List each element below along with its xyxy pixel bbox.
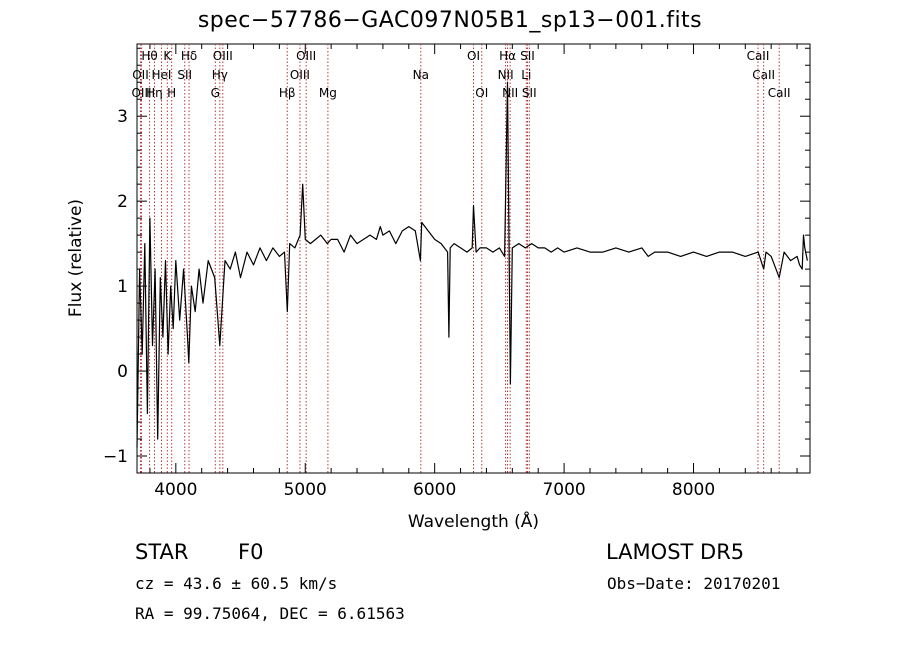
x-tick-label: 4000 [154, 480, 197, 500]
line-label: OIII [131, 86, 151, 100]
line-label: OII [132, 68, 149, 82]
y-tick-label: 1 [117, 277, 128, 297]
line-label: CaII [768, 86, 791, 100]
coordinates: RA = 99.75064, DEC = 6.61563 [135, 604, 405, 623]
line-label: H [167, 86, 176, 100]
line-label: CaII [747, 49, 770, 63]
spectrum-series [136, 81, 808, 448]
line-label: K [163, 49, 172, 63]
object-class: STAR [135, 540, 189, 564]
y-tick-label: 3 [117, 107, 128, 127]
y-tick-label: 2 [117, 192, 128, 212]
line-label: OI [475, 86, 488, 100]
y-tick-label: 0 [117, 362, 128, 382]
line-label: Mg [319, 86, 337, 100]
redshift-text: cz = 43.6 ± 60.5 km/s [135, 574, 338, 593]
line-label: NII [502, 86, 518, 100]
line-label: HeI [151, 68, 171, 82]
line-label: G [211, 86, 220, 100]
emission-line-labels: Hθ K Hδ OIII OIII OI Hα SII CaII OII HeI SII Hγ OIII N… [131, 49, 790, 100]
line-label: Hα [499, 49, 516, 63]
line-label: OIII [296, 49, 316, 63]
line-label: SII [522, 86, 537, 100]
y-tick-label: −1 [103, 447, 128, 467]
line-label: SII [520, 49, 535, 63]
line-label: Hβ [279, 86, 296, 100]
line-label: Li [521, 68, 531, 82]
line-label: OI [467, 49, 480, 63]
line-label: Hθ [141, 49, 157, 63]
y-axis-label: Flux (relative) [66, 198, 86, 318]
x-tick-label: 7000 [542, 480, 585, 500]
line-label: NII [498, 68, 514, 82]
line-label: OIII [290, 68, 310, 82]
line-label: Na [413, 68, 429, 82]
x-axis-label: Wavelength (Å) [407, 512, 540, 532]
survey-name: LAMOST DR5 [606, 540, 745, 564]
emission-line-markers [139, 44, 780, 473]
line-label: OIII [213, 49, 233, 63]
obs-date: Obs−Date: 20170201 [607, 574, 781, 593]
x-tick-label: 8000 [672, 480, 715, 500]
line-label: SII [177, 68, 192, 82]
spectrum-line [136, 81, 808, 448]
object-subclass: F0 [238, 540, 264, 564]
line-label: Hγ [212, 68, 228, 82]
chart-title: spec−57786−GAC097N05B1_sp13−001.fits [197, 8, 703, 33]
line-label: Hδ [181, 49, 197, 63]
line-label: CaII [752, 68, 775, 82]
x-tick-label: 5000 [284, 480, 327, 500]
x-tick-label: 6000 [413, 480, 456, 500]
line-label: Hη [146, 86, 163, 100]
plot-axes: 4000 5000 6000 7000 8000 −1 0 1 2 3 [103, 43, 811, 500]
